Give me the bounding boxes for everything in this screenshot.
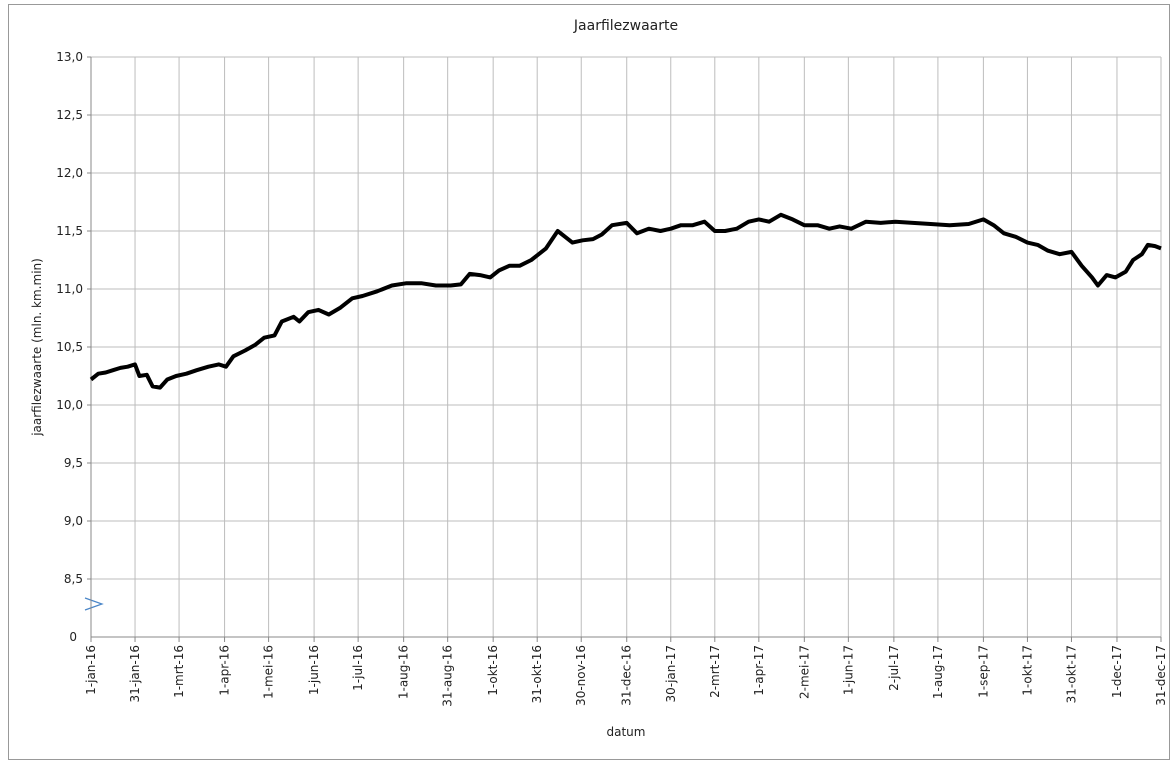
y-tick-label: 11,5 <box>56 224 83 238</box>
data-line <box>89 212 1162 390</box>
chart-title: Jaarfilezwaarte <box>573 18 678 34</box>
x-axis-label: datum <box>607 725 646 739</box>
x-tick-label: 1-sep-17 <box>976 645 990 698</box>
x-tick-label: 31-aug-16 <box>441 645 455 707</box>
y-tick-label: 9,0 <box>64 514 83 528</box>
chart-border <box>8 4 1170 760</box>
x-tick-label: 1-jul-16 <box>351 645 365 691</box>
x-tick-label: 1-okt-16 <box>486 645 500 696</box>
x-tick-label: 1-mrt-16 <box>172 645 186 698</box>
y-tick-label: 10,5 <box>56 340 83 354</box>
y-tick-label: 12,0 <box>56 166 83 180</box>
x-tick-label: 31-jan-16 <box>128 645 142 703</box>
y-axis-label: jaarfilezwaarte (mln. km.min) <box>30 258 44 437</box>
x-tick-label: 1-aug-17 <box>931 645 945 699</box>
y-break-label: 0 <box>69 630 77 644</box>
x-tick-label: 2-mei-17 <box>797 645 811 699</box>
x-tick-label: 31-dec-16 <box>620 645 634 706</box>
x-tick-label: 1-jan-16 <box>84 645 98 695</box>
x-tick-label: 30-jan-17 <box>664 645 678 703</box>
x-tick-label: 1-apr-17 <box>752 645 766 696</box>
x-tick-label: 1-mei-16 <box>262 645 276 699</box>
y-tick-label: 13,0 <box>56 50 83 64</box>
x-tick-label: 2-jul-17 <box>887 645 901 691</box>
y-tick-label: 10,0 <box>56 398 83 412</box>
x-tick-label: 1-dec-17 <box>1110 645 1124 698</box>
x-tick-label: 1-okt-17 <box>1020 645 1034 696</box>
x-tick-label: 1-jun-17 <box>841 645 855 695</box>
x-tick-label: 1-jun-16 <box>307 645 321 695</box>
y-tick-label: 9,5 <box>64 456 83 470</box>
x-tick-label: 2-mrt-17 <box>708 645 722 698</box>
x-tick-label: 1-apr-16 <box>218 645 232 696</box>
x-tick-label: 31-dec-17 <box>1154 645 1168 706</box>
x-tick-label: 1-aug-16 <box>397 645 411 699</box>
y-tick-label: 8,5 <box>64 572 83 586</box>
y-tick-label: 11,0 <box>56 282 83 296</box>
x-tick-label: 31-okt-17 <box>1064 645 1078 703</box>
y-tick-label: 12,5 <box>56 108 83 122</box>
x-tick-label: 30-nov-16 <box>574 645 588 706</box>
x-tick-label: 31-okt-16 <box>530 645 544 703</box>
